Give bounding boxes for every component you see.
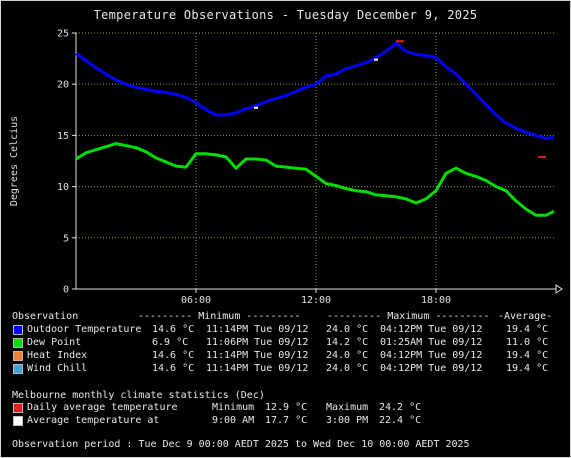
- avg-temperature-at-label: Average temperature at: [27, 415, 160, 426]
- avg-temperature-at-value-2: 22.4 °C: [379, 415, 422, 426]
- legend-max-value: 24.0 °C: [326, 324, 369, 335]
- y-tick-label: 25: [57, 29, 69, 40]
- legend-header-maximum: --------- Maximum ---------: [327, 311, 490, 322]
- y-tick-label: 20: [57, 80, 69, 91]
- x-tick-label: 12:00: [301, 295, 331, 306]
- y-tick-label: 15: [57, 131, 69, 142]
- legend-header-average: -Average-: [498, 311, 553, 322]
- y-tick-label: 0: [63, 285, 69, 296]
- legend-header-minimum: --------- Minimum ---------: [138, 311, 301, 322]
- legend-min-time: 11:14PM Tue 09/12: [206, 324, 309, 335]
- daily-average-max-value: 24.2 °C: [379, 402, 422, 413]
- legend-label: Dew Point: [27, 337, 82, 348]
- daily-average-min-value: 12.9 °C: [265, 402, 308, 413]
- series-line: [75, 41, 555, 140]
- legend-max-time: 04:12PM Tue 09/12: [380, 350, 483, 361]
- climate-heading: Melbourne monthly climate statistics (De…: [12, 390, 265, 401]
- chart-title: Temperature Observations - Tuesday Decem…: [93, 8, 478, 22]
- legend-max-value: 24.0 °C: [326, 350, 369, 361]
- series-marker: [374, 58, 378, 61]
- observation-period: Observation period : Tue Dec 9 00:00 AED…: [12, 439, 470, 450]
- legend-min-value: 14.6 °C: [152, 363, 195, 374]
- legend-average-value: 19.4 °C: [506, 324, 549, 335]
- series-marker: [538, 155, 546, 158]
- legend-max-time: 01:25AM Tue 09/12: [380, 337, 483, 348]
- legend-header-observation: Observation: [12, 311, 79, 322]
- legend-label: Heat Index: [27, 350, 88, 361]
- y-tick-label: 10: [57, 182, 69, 193]
- series-marker: [396, 40, 404, 43]
- daily-average-swatch: [13, 403, 23, 413]
- legend-min-value: 14.6 °C: [152, 324, 195, 335]
- legend-min-time: 11:14PM Tue 09/12: [206, 350, 309, 361]
- legend-average-value: 11.0 °C: [506, 337, 549, 348]
- legend-swatch: [13, 364, 23, 374]
- legend-swatch: [13, 351, 23, 361]
- x-tick-label: 18:00: [421, 295, 451, 306]
- legend-max-time: 04:12PM Tue 09/12: [380, 324, 483, 335]
- avg-temperature-at-time-2: 3:00 PM: [326, 415, 369, 426]
- legend-label: Outdoor Temperature: [27, 324, 142, 335]
- plot-area: [76, 33, 556, 289]
- legend-max-time: 04:12PM Tue 09/12: [380, 363, 483, 374]
- legend-average-value: 19.4 °C: [506, 363, 549, 374]
- x-tick-label: 06:00: [181, 295, 211, 306]
- legend-min-time: 11:06PM Tue 09/12: [206, 337, 309, 348]
- x-axis-arrow: [555, 284, 563, 294]
- legend-average-value: 19.4 °C: [506, 350, 549, 361]
- daily-average-max-label: Maximum: [326, 402, 369, 413]
- legend-swatch: [13, 325, 23, 335]
- avg-temperature-at-time-1: 9:00 AM: [212, 415, 255, 426]
- legend-max-value: 14.2 °C: [326, 337, 369, 348]
- legend-label: Wind Chill: [27, 363, 88, 374]
- legend-max-value: 24.0 °C: [326, 363, 369, 374]
- y-axis-label: Degrees Celcius: [9, 116, 20, 206]
- avg-temperature-at-swatch: [13, 416, 23, 426]
- y-tick-label: 5: [63, 233, 69, 244]
- legend-min-value: 6.9 °C: [152, 337, 189, 348]
- legend-min-time: 11:14PM Tue 09/12: [206, 363, 309, 374]
- avg-temperature-at-value-1: 17.7 °C: [265, 415, 308, 426]
- series-marker: [254, 106, 258, 109]
- daily-average-label: Daily average temperature: [27, 402, 178, 413]
- legend-swatch: [13, 338, 23, 348]
- legend-min-value: 14.6 °C: [152, 350, 195, 361]
- daily-average-min-label: Minimum: [212, 402, 255, 413]
- series-line: [75, 142, 555, 217]
